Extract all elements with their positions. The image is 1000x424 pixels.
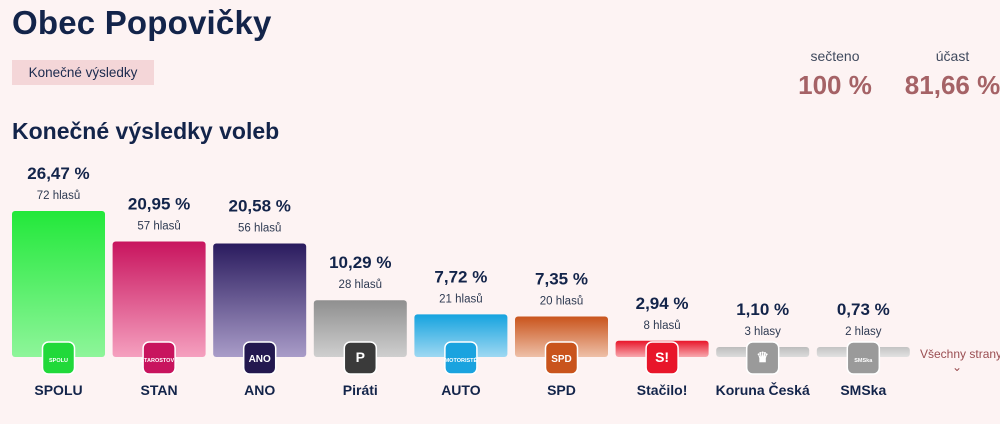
bar-votes-label: 8 hlasů (644, 320, 681, 332)
turnout-stat: účast 81,66 % (895, 48, 1000, 101)
logo-badge (242, 341, 277, 375)
logo-text: ANO (249, 354, 271, 365)
party-name-label: STAN (141, 382, 178, 398)
bar-votes-label: 28 hlasů (339, 279, 382, 291)
bar-percent-label: 1,10 % (736, 300, 789, 319)
bar-votes-label: 21 hlasů (439, 293, 482, 305)
party-logo-icon: P (343, 341, 378, 375)
party-name-label: ANO (244, 382, 275, 398)
party-logo-icon: STAROSTOVÉ (140, 341, 178, 375)
logo-badge (645, 341, 679, 375)
chevron-down-icon[interactable]: ⌄ (952, 360, 963, 374)
bar-votes-label: 20 hlasů (540, 295, 583, 307)
bar-percent-label: 10,29 % (329, 253, 391, 272)
logo-text: S! (655, 349, 669, 365)
municipality-title: Obec Popovičky (12, 4, 272, 41)
status-badge: Konečné výsledky (12, 60, 154, 85)
section-title: Konečné výsledky voleb (12, 118, 280, 144)
party-logo-icon: ANO (242, 341, 277, 375)
bar-spolu (12, 211, 105, 357)
counted-value: 100 % (798, 70, 872, 100)
logo-badge (444, 341, 478, 375)
bar-stan (112, 241, 206, 357)
bar-votes-label: 2 hlasy (845, 326, 882, 338)
party-name-label: SPD (547, 382, 576, 398)
party-logo-icon: SPD (544, 341, 579, 375)
bar-spd (515, 316, 608, 357)
party-logo-icon: MOTORISTÉ (444, 341, 478, 375)
bar-percent-label: 7,35 % (535, 269, 588, 288)
party-logo-icon: SPOLU (41, 341, 76, 375)
logo-text: MOTORISTÉ (445, 356, 478, 364)
bar-auto (414, 314, 508, 357)
bar-percent-label: 26,47 % (27, 164, 89, 183)
logo-text: SPD (551, 354, 572, 365)
bar-votes-label: 57 hlasů (137, 220, 180, 232)
logo-text: SPOLU (49, 358, 68, 364)
counted-label: sečteno (810, 48, 860, 64)
logo-text: P (356, 349, 365, 365)
all-parties-link[interactable]: Všechny strany (920, 347, 1000, 361)
party-logo-icon: S! (645, 341, 679, 375)
party-name-label: SMSka (840, 382, 886, 398)
party-name-label: SPOLU (34, 382, 82, 398)
logo-badge (142, 341, 176, 375)
bar-percent-label: 0,73 % (837, 300, 890, 319)
party-name-label: Stačilo! (637, 382, 688, 398)
party-name-label: AUTO (441, 382, 481, 398)
bar-percent-label: 7,72 % (434, 267, 487, 286)
turnout-label: účast (935, 48, 970, 64)
bar-percent-label: 20,95 % (128, 194, 190, 213)
bar-percent-label: 20,58 % (229, 196, 291, 215)
party-name-label: Koruna Česká (716, 381, 810, 398)
bar-pir-ti (313, 300, 407, 357)
logo-text: ♛ (756, 349, 769, 365)
bar-ano (213, 243, 307, 357)
bar-percent-label: 2,94 % (636, 294, 689, 313)
logo-text: STAROSTOVÉ (140, 356, 178, 364)
bar-votes-label: 56 hlasů (238, 222, 281, 234)
turnout-value: 81,66 % (904, 70, 1000, 100)
counted-stat: sečteno 100 % (790, 48, 880, 101)
bar-votes-label: 3 hlasy (744, 326, 781, 338)
logo-badge (343, 341, 378, 375)
logo-badge (41, 341, 76, 375)
party-name-label: Piráti (343, 382, 378, 398)
party-logo-icon: SMSka (846, 341, 881, 375)
logo-badge (745, 341, 780, 375)
logo-text: SMSka (854, 358, 873, 364)
party-logo-icon: ♛ (745, 341, 780, 375)
logo-badge (544, 341, 579, 375)
logo-badge (846, 341, 881, 375)
bar-votes-label: 72 hlasů (37, 190, 80, 202)
